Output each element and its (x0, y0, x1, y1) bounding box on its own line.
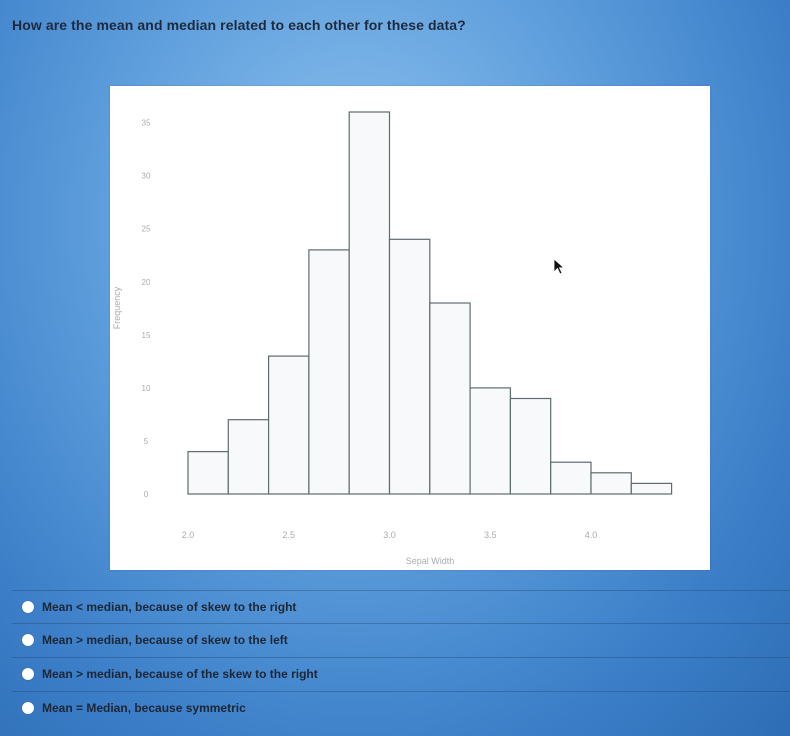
option-label: Mean > median, because of skew to the le… (42, 633, 288, 647)
histogram-bar (630, 482, 673, 495)
histogram-bar (509, 397, 552, 495)
option-label: Mean < median, because of skew to the ri… (42, 600, 297, 614)
histogram-svg: 0 5 10 15 20 25 30 35 2.0 2.5 3.0 3.5 4.0 Sepal Width… (112, 111, 673, 566)
option-2[interactable]: Mean > median, because of skew to the le… (22, 630, 288, 650)
y-tick-label: 0 (144, 490, 149, 499)
x-tick-label: 3.5 (484, 530, 497, 540)
option-4[interactable]: Mean = Median, because symmetric (22, 698, 246, 718)
divider (12, 623, 790, 624)
divider (12, 657, 790, 658)
radio-button-icon[interactable] (22, 601, 34, 613)
y-tick-label: 30 (142, 172, 151, 181)
y-tick-label: 15 (142, 331, 151, 340)
option-label: Mean > median, because of the skew to th… (42, 667, 318, 681)
histogram-bar (268, 355, 310, 495)
y-tick-label: 10 (142, 384, 151, 393)
histogram-chart: 0 5 10 15 20 25 30 35 2.0 2.5 3.0 3.5 4.0 Sepal Width… (110, 86, 710, 570)
y-tick-label: 25 (142, 225, 151, 234)
histogram-bar (550, 461, 592, 495)
histogram-bar (469, 387, 512, 495)
y-axis-label: Frequency (112, 286, 122, 329)
x-tick-label: 4.0 (585, 530, 598, 540)
histogram-bar (227, 419, 270, 495)
x-tick-label: 3.0 (383, 530, 396, 540)
option-label: Mean = Median, because symmetric (42, 701, 246, 715)
y-tick-label: 35 (142, 119, 151, 128)
option-1[interactable]: Mean < median, because of skew to the ri… (22, 597, 296, 617)
histogram-bar (429, 302, 471, 495)
arrow-cursor-icon (553, 258, 566, 275)
question-text: How are the mean and median related to e… (12, 17, 466, 33)
y-tick-label: 5 (144, 437, 149, 446)
x-tick-label: 2.5 (283, 530, 296, 540)
histogram-bar (348, 111, 391, 495)
radio-button-icon[interactable] (22, 702, 34, 714)
option-3[interactable]: Mean > median, because of the skew to th… (22, 664, 318, 684)
x-tick-label: 2.0 (182, 530, 195, 540)
histogram-bar (388, 238, 431, 495)
histogram-bar (187, 451, 229, 495)
divider (12, 590, 790, 591)
histogram-bar (308, 249, 350, 495)
histogram-bar (590, 472, 632, 495)
radio-button-icon[interactable] (22, 668, 34, 680)
radio-button-icon[interactable] (22, 634, 34, 646)
divider (12, 691, 790, 692)
y-tick-label: 20 (142, 278, 151, 287)
x-axis-label: Sepal Width (406, 556, 455, 566)
